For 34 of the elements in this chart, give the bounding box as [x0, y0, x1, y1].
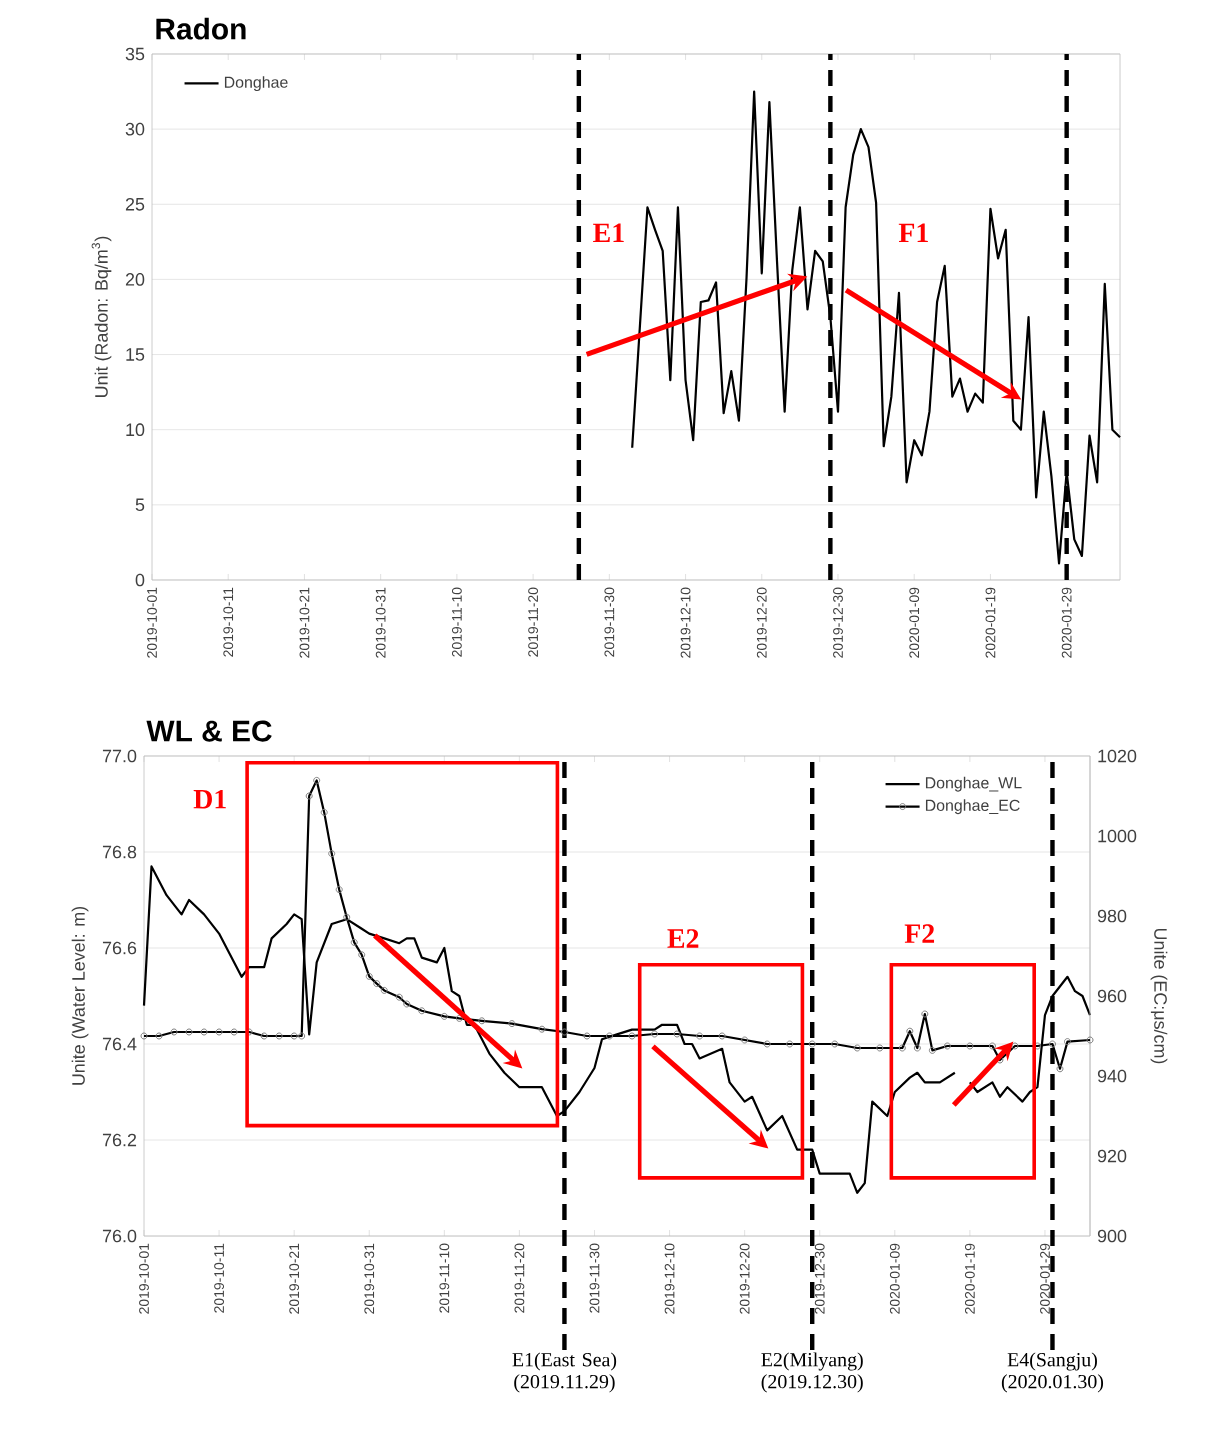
y-tick-label: 76.6	[102, 941, 137, 955]
y-tick-label: 25	[125, 197, 145, 211]
annotation: F2	[904, 924, 935, 943]
y-tick-label: 0	[135, 573, 145, 587]
y-tick-label: 77.0	[102, 749, 137, 763]
y2-tick-label: 920	[1097, 1149, 1127, 1163]
ref-line-label: E1(East Sea) (2019.11.29)	[512, 1352, 617, 1393]
chart-title: Radon	[156, 17, 246, 40]
y-axis-title: Unit (Radon: Bq/m$^{3}$)	[91, 236, 112, 398]
y-tick-label: 76.8	[102, 845, 137, 859]
y-tick-label: 76.0	[102, 1229, 137, 1243]
annotation: D1	[193, 789, 226, 809]
y-tick-label: 30	[125, 122, 145, 136]
y2-tick-label: 960	[1097, 989, 1127, 1003]
annotation: E1	[593, 223, 624, 243]
y2-tick-label: 1000	[1098, 829, 1137, 843]
y2-tick-label: 1020	[1098, 749, 1137, 763]
y2-tick-label: 980	[1097, 909, 1127, 923]
annotation: E2	[667, 929, 699, 948]
y2-tick-label: 900	[1097, 1229, 1127, 1243]
y-tick-label: 76.4	[102, 1037, 137, 1051]
ref-line-label: E2(Milyang) (2019.12.30)	[761, 1352, 863, 1393]
y-tick-label: 10	[126, 423, 145, 437]
y-tick-label: 35	[125, 47, 145, 61]
y2-axis-title: Unite (EC:μs/cm)	[1150, 928, 1168, 1064]
ref-line-label: E4(Sangju) (2020.01.30)	[1001, 1352, 1104, 1393]
y-axis-title: Unite (Water Level: m)	[71, 906, 89, 1085]
y-tick-label: 5	[135, 498, 145, 512]
chart-title: WL & EC	[146, 720, 272, 742]
y-tick-label: 15	[126, 348, 145, 361]
y2-tick-label: 940	[1097, 1069, 1127, 1083]
y-tick-label: 76.2	[102, 1133, 137, 1147]
annotation: F1	[898, 223, 928, 243]
y-tick-label: 20	[125, 273, 145, 286]
